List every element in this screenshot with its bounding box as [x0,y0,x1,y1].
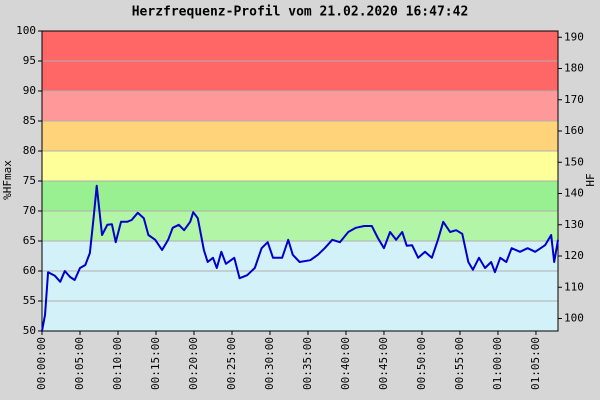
y2-tick-label: 150 [564,155,584,168]
y-tick-label: 85 [23,114,36,127]
y2-tick-label: 190 [564,30,584,43]
x-tick-label: 00:00:00 [35,337,48,390]
x-tick-label: 00:40:00 [339,337,352,390]
x-tick-label: 00:05:00 [73,337,86,390]
plot-frame [41,30,559,332]
y-tick-label: 90 [23,84,36,97]
y-tick-label: 100 [16,24,36,37]
y2-tick-label: 120 [564,249,584,262]
y2-axis-label: HF [584,173,597,186]
y-tick-label: 55 [23,294,36,307]
x-tick-label: 00:50:00 [415,337,428,390]
y-tick-label: 80 [23,144,36,157]
y-tick-label: 60 [23,264,36,277]
x-tick-label: 00:35:00 [301,337,314,390]
y-tick-label: 50 [23,324,36,337]
y-tick-label: 70 [23,204,36,217]
y2-tick-label: 180 [564,62,584,75]
x-tick-label: 00:55:00 [453,337,466,390]
y2-tick-label: 100 [564,312,584,325]
zone [42,121,558,151]
x-tick-label: 01:05:00 [529,337,542,390]
x-tick-label: 00:45:00 [377,337,390,390]
y2-tick-label: 110 [564,280,584,293]
zone [42,241,558,331]
hr-line [41,184,559,332]
zone [42,151,558,181]
x-tick-label: 00:10:00 [111,337,124,390]
y-tick-label: 65 [23,234,36,247]
chart-title: Herzfrequenz-Profil vom 21.02.2020 16:47… [132,5,469,20]
zone [42,181,558,211]
y2-tick-label: 170 [564,93,584,106]
y2-tick-label: 130 [564,218,584,231]
y-tick-label: 75 [23,174,36,187]
y-axis-label: %HFmax [1,160,14,200]
zone [42,91,558,121]
x-tick-label: 00:25:00 [225,337,238,390]
x-tick-label: 00:15:00 [149,337,162,390]
x-tick-label: 00:20:00 [187,337,200,390]
zone [42,211,558,241]
x-tick-label: 00:30:00 [263,337,276,390]
x-tick-label: 01:00:00 [491,337,504,390]
y-tick-label: 95 [23,54,36,67]
y2-tick-label: 160 [564,124,584,137]
y2-tick-label: 140 [564,187,584,200]
